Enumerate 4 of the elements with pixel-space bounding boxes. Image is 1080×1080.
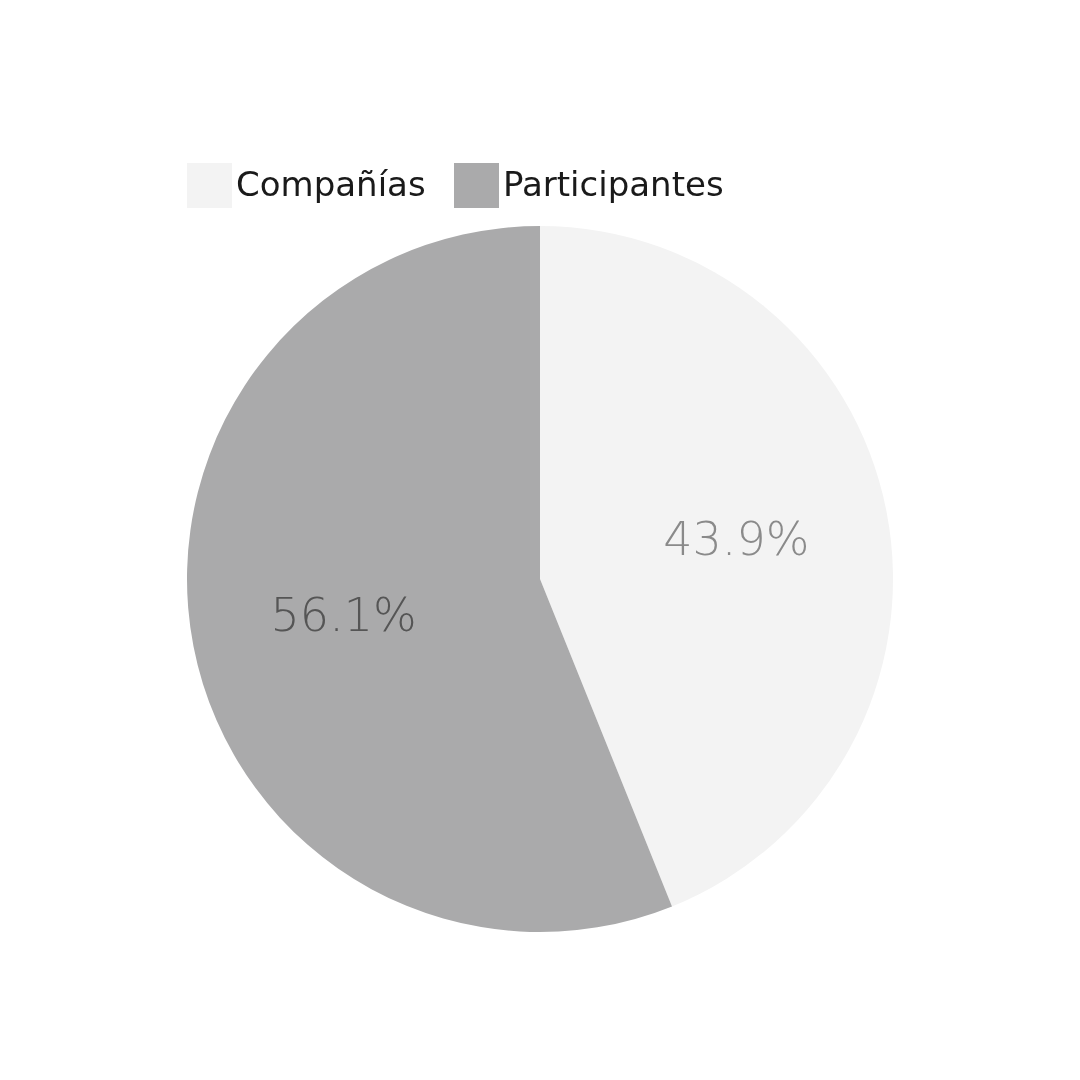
legend-label: Compañías xyxy=(236,163,426,204)
data-label: 43.9% xyxy=(663,511,810,566)
data-label: 56.1% xyxy=(270,588,417,643)
legend-label: Participantes xyxy=(503,163,724,204)
